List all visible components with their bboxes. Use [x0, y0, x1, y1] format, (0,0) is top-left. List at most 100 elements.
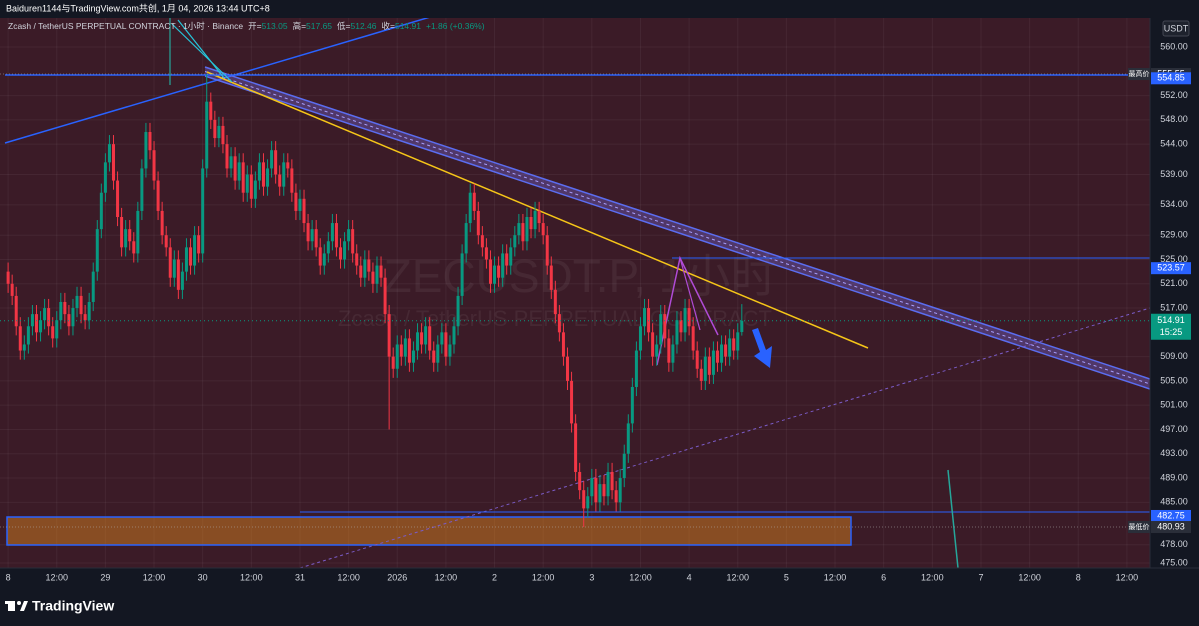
candle-body — [75, 295, 79, 309]
candle-body — [156, 180, 160, 211]
x-tick-label: 12:00 — [532, 572, 555, 582]
candle-body — [428, 326, 432, 351]
y-tick-label: 493.00 — [1160, 448, 1188, 458]
price-axis — [1150, 18, 1199, 568]
candle-body — [626, 423, 630, 454]
candle-body — [420, 332, 424, 345]
candle-body — [521, 223, 525, 242]
candle-body — [363, 259, 367, 278]
y-tick-label: 485.00 — [1160, 497, 1188, 507]
candle-body — [290, 168, 294, 193]
watermark: ZECUSDT.P, 1小时 — [384, 250, 777, 302]
x-tick-label: 12:00 — [726, 572, 749, 582]
candle-body — [464, 223, 468, 254]
x-tick-label: 12:00 — [143, 572, 166, 582]
candle-body — [91, 271, 95, 302]
x-tick-label: 30 — [198, 572, 208, 582]
candle-body — [83, 314, 87, 321]
candle-body — [594, 478, 598, 503]
candle-body — [476, 210, 480, 236]
currency-button[interactable] — [1162, 20, 1190, 37]
candle-body — [606, 471, 610, 497]
y-tick-label: 497.00 — [1160, 424, 1188, 434]
candle-body — [582, 490, 586, 509]
marker-line — [177, 19, 225, 79]
candle-body — [424, 326, 428, 345]
candle-body — [326, 241, 330, 254]
candle-body — [298, 198, 302, 211]
candle-body — [197, 235, 201, 254]
logo-mark — [20, 601, 28, 611]
price-note-box — [1128, 521, 1150, 534]
candle-body — [209, 101, 213, 120]
candle-body — [525, 216, 529, 242]
candle-body — [643, 308, 647, 327]
candle-body — [233, 156, 237, 181]
footer-brand: TradingView — [32, 598, 114, 614]
zone-box — [6, 516, 852, 546]
legend-part: Zcash / TetherUS PERPETUAL CONTRACT · 1小… — [8, 21, 243, 31]
candle-body — [22, 344, 26, 351]
candle-body — [683, 308, 687, 333]
candle-body — [505, 253, 509, 266]
x-tick-label: 8 — [1076, 572, 1081, 582]
y-tick-label: 534.00 — [1160, 199, 1188, 209]
candle-body — [630, 386, 634, 424]
y-tick-label: 489.00 — [1160, 472, 1188, 482]
candle-body — [501, 253, 505, 278]
x-tick-label: 6 — [881, 572, 886, 582]
candle-body — [695, 350, 699, 369]
candle-body — [647, 308, 651, 333]
candle-body — [517, 223, 521, 236]
candle-body — [274, 150, 278, 175]
candle-body — [659, 314, 663, 345]
y-tick-label: 539.00 — [1160, 169, 1188, 179]
candle-body — [740, 320, 744, 333]
x-tick-label: 12:00 — [337, 572, 360, 582]
candle-body — [610, 471, 614, 491]
candle-body — [107, 144, 111, 163]
candle-body — [10, 283, 14, 296]
candle-body — [715, 350, 719, 363]
candle-body — [347, 229, 351, 242]
candle-body — [448, 344, 452, 357]
candle-body — [213, 119, 217, 139]
candle-body — [148, 132, 152, 151]
candle-body — [728, 338, 732, 357]
candle-body — [43, 308, 47, 321]
candle-body — [302, 198, 306, 224]
candle-body — [602, 484, 606, 497]
y-tick-label: 529.00 — [1160, 230, 1188, 240]
candle-body — [561, 332, 565, 357]
candle-body — [472, 192, 476, 211]
candle-body — [172, 259, 176, 278]
candle-body — [732, 338, 736, 351]
candle-body — [99, 192, 103, 230]
resistance-line — [206, 71, 869, 349]
marker-line — [947, 469, 959, 568]
y-tick-label: 544.00 — [1160, 139, 1188, 149]
candle-body — [112, 144, 116, 181]
x-tick-label: 3 — [589, 572, 594, 582]
legend-part: 开= — [248, 21, 262, 31]
candle-body — [18, 326, 22, 351]
candle-body — [711, 350, 715, 375]
candle-body — [30, 314, 34, 327]
arrow — [752, 328, 772, 368]
candle-body — [440, 332, 444, 345]
candle-body — [699, 368, 703, 381]
currency[interactable]: USDT — [1164, 23, 1189, 33]
candle-body — [245, 174, 249, 193]
header: Baiduren1144与TradingView.com共创, 1月 04, 2… — [6, 2, 270, 13]
candle-body — [691, 326, 695, 351]
candle-body — [403, 338, 407, 357]
candle-body — [87, 301, 91, 321]
candle-body — [574, 423, 578, 472]
x-tick-label: 12:00 — [45, 572, 68, 582]
drawings — [4, 18, 1150, 568]
candle-body — [79, 295, 83, 315]
logo — [5, 601, 28, 611]
candle-body — [687, 308, 691, 327]
y-tick-label: 548.00 — [1160, 114, 1188, 124]
candle-body — [59, 301, 63, 321]
